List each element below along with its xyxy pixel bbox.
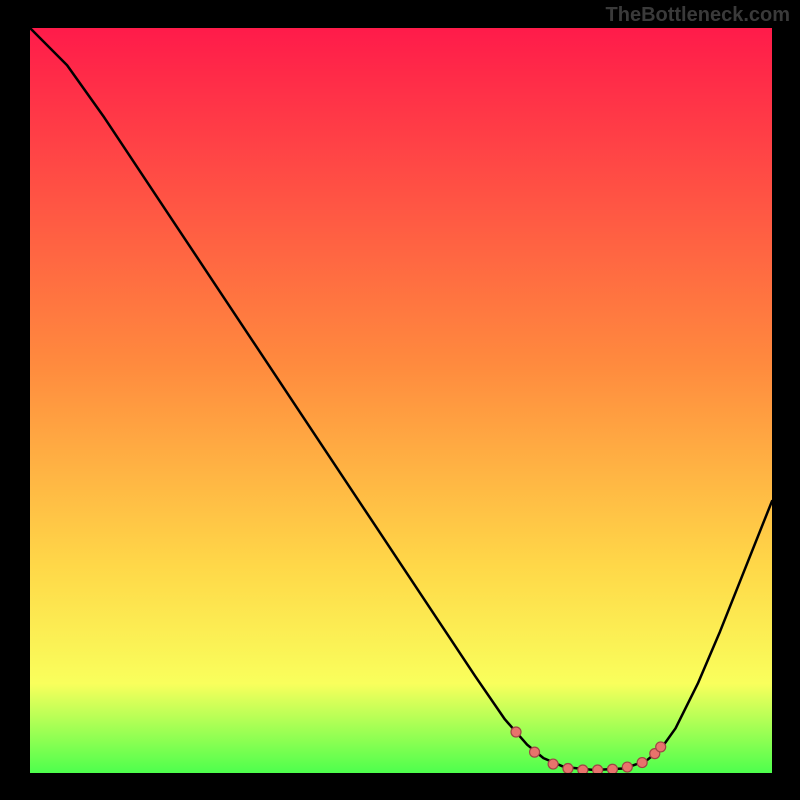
bottleneck-chart — [30, 28, 772, 773]
marker-point — [548, 759, 558, 769]
marker-point — [637, 758, 647, 768]
watermark-text: TheBottleneck.com — [606, 4, 790, 27]
marker-point — [563, 764, 573, 773]
marker-point — [656, 742, 666, 752]
marker-point — [578, 765, 588, 773]
marker-point — [622, 762, 632, 772]
marker-point — [530, 747, 540, 757]
chart-svg — [30, 28, 772, 773]
marker-point — [593, 765, 603, 773]
chart-background — [30, 28, 772, 773]
marker-point — [511, 727, 521, 737]
marker-point — [607, 764, 617, 773]
